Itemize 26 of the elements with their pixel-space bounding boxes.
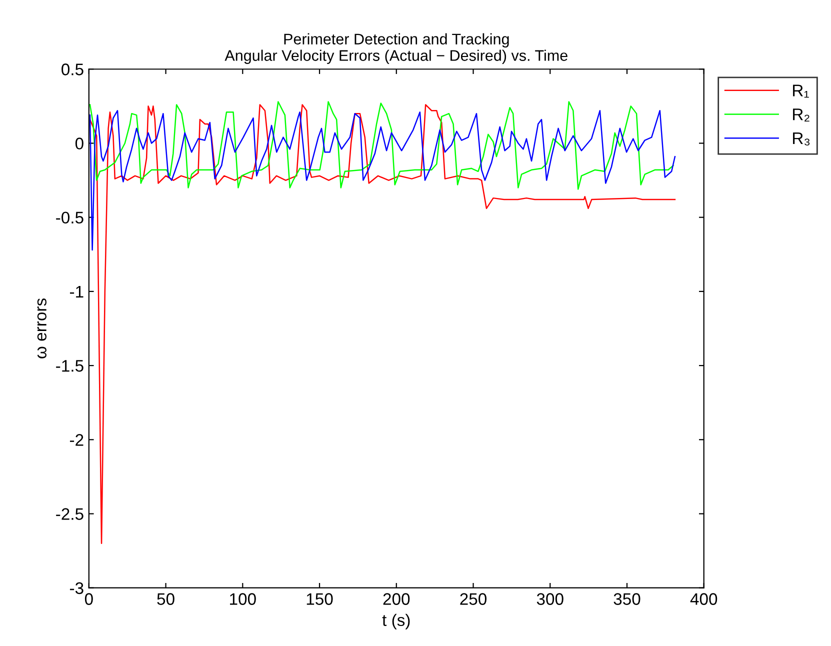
line-series bbox=[89, 104, 676, 544]
y-axis-title: ω errors bbox=[37, 298, 46, 358]
x-tick-label: 100 bbox=[230, 593, 256, 605]
x-tick-label: 350 bbox=[614, 593, 640, 605]
y-tick-label: -2.5 bbox=[56, 508, 84, 520]
legend-label: R₁ bbox=[793, 84, 809, 98]
line-series bbox=[89, 110, 676, 251]
x-tick-label: 300 bbox=[536, 593, 564, 605]
x-tick-label: 50 bbox=[157, 593, 174, 605]
x-tick-label: 250 bbox=[460, 593, 487, 605]
y-tick-label: 0.5 bbox=[62, 64, 84, 76]
y-tick-label: -1 bbox=[70, 286, 84, 298]
x-axis-title: t (s) bbox=[382, 614, 410, 630]
chart-title: Perimeter Detection and Tracking Angular Velocity Errors (Actual − Desired) vs. Time bbox=[224, 33, 568, 64]
x-tick-label: 0 bbox=[84, 593, 93, 605]
y-tick-label: -3 bbox=[70, 582, 84, 594]
x-tick-label: 400 bbox=[690, 593, 718, 605]
y-tick-label: -2 bbox=[70, 434, 84, 446]
y-tick-label: -0.5 bbox=[56, 212, 84, 224]
legend-label: R₃ bbox=[793, 132, 810, 146]
line-series bbox=[89, 101, 674, 190]
legend-label: R₂ bbox=[793, 108, 810, 122]
x-tick-label: 150 bbox=[306, 593, 333, 605]
y-tick-label: 0 bbox=[75, 138, 84, 150]
x-tick-label: 200 bbox=[383, 593, 410, 605]
y-tick-label: -1.5 bbox=[56, 360, 84, 372]
